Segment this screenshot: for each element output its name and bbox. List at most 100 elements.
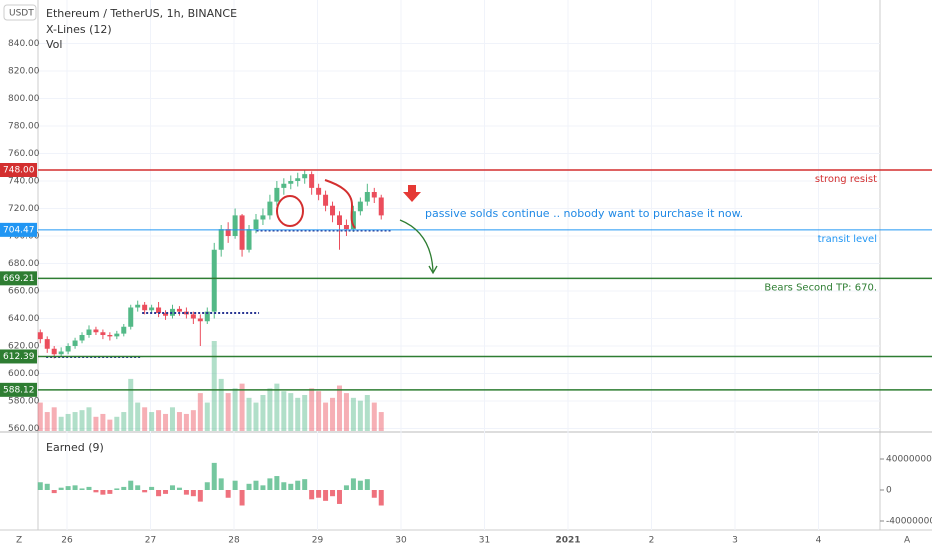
- volume-bar: [44, 412, 50, 431]
- price-tick-label: 660.00: [8, 287, 40, 297]
- earned-bar: [323, 490, 329, 501]
- grid: [38, 0, 884, 530]
- candle-body: [378, 197, 384, 216]
- candle-body: [364, 192, 370, 202]
- price-tick-label: 820.00: [8, 67, 40, 77]
- currency-box[interactable]: [3, 4, 37, 21]
- time-tick-label: 28: [228, 536, 240, 546]
- earned-bar: [281, 482, 287, 490]
- volume-bar: [121, 412, 127, 431]
- volume-bar: [336, 385, 342, 431]
- volume-bar: [72, 412, 78, 431]
- earned-bar: [65, 486, 71, 490]
- candle-body: [260, 215, 266, 220]
- candle-body: [107, 335, 113, 337]
- volume-bar: [288, 393, 294, 431]
- volume-bar: [364, 395, 370, 431]
- volume-bar: [79, 410, 85, 431]
- earned-bar: [86, 486, 92, 490]
- volume-label: Vol: [46, 38, 62, 51]
- earned-bar: [288, 483, 294, 490]
- level-tag: [0, 382, 37, 397]
- volume-bar: [378, 412, 384, 431]
- volume-bar: [58, 416, 64, 431]
- volume-bar: [211, 341, 217, 431]
- earned-bar: [246, 483, 252, 490]
- volume-bar: [343, 393, 349, 431]
- zoom-button[interactable]: Z: [16, 536, 22, 546]
- candle-body: [211, 249, 217, 312]
- candle-body: [156, 307, 162, 313]
- candle-body: [295, 178, 301, 181]
- price-tick-label: 640.00: [8, 314, 40, 324]
- level-tag: [0, 271, 37, 286]
- candle-body: [204, 311, 210, 322]
- volume-bar: [253, 402, 259, 431]
- candle-body: [190, 314, 196, 319]
- price-tick-label: 780.00: [8, 122, 40, 132]
- volume-bar: [302, 395, 308, 431]
- candle-body: [86, 329, 92, 335]
- candle-body: [218, 229, 224, 250]
- volume-bar: [357, 400, 363, 431]
- volume-bar: [107, 419, 113, 431]
- earned-bar: [309, 490, 315, 500]
- candle-body: [357, 201, 363, 212]
- candle-body: [100, 332, 106, 335]
- osc-tick-label: 0: [886, 486, 892, 496]
- earned-bar: [93, 490, 99, 493]
- green-arrow: [399, 219, 434, 273]
- candle-body: [267, 201, 273, 216]
- candle-body: [350, 211, 356, 230]
- earned-bar: [190, 490, 196, 497]
- green-arrowhead: [428, 265, 438, 275]
- earned-bar: [169, 485, 175, 490]
- volume-bar: [100, 413, 106, 431]
- earned-bar: [107, 490, 113, 494]
- level-tag: [0, 349, 37, 364]
- volume-bar: [309, 388, 315, 431]
- time-tick-label: 27: [145, 536, 156, 546]
- symbol-title: Ethereum / TetherUS, 1h, BINANCE: [46, 7, 237, 20]
- earned-bar: [114, 488, 120, 490]
- earned-bar: [350, 478, 356, 490]
- volume-bar: [316, 391, 322, 431]
- volume-bar: [260, 395, 266, 431]
- candle-body: [336, 215, 342, 225]
- volume-bar: [295, 397, 301, 431]
- earned-bar: [163, 490, 169, 494]
- candle-body: [302, 174, 308, 179]
- earned-bar: [336, 490, 342, 504]
- candle-body: [330, 205, 336, 216]
- marks: [37, 169, 932, 506]
- currency[interactable]: USDT: [9, 9, 34, 19]
- candle-body: [79, 335, 85, 341]
- osc-tick-label: -40000000: [886, 517, 932, 527]
- auto-button[interactable]: A: [904, 536, 911, 546]
- price-tick-label: 600.00: [8, 369, 40, 379]
- time-tick-label: 26: [61, 536, 73, 546]
- volume-bar: [149, 412, 155, 431]
- time-tick-label: 31: [479, 536, 490, 546]
- price-tick-label: 720.00: [8, 204, 40, 214]
- candle-body: [316, 187, 322, 195]
- candle-body: [343, 225, 349, 230]
- earned-bar: [330, 490, 336, 497]
- volume-bar: [218, 378, 224, 431]
- candle-body: [288, 181, 294, 184]
- volume-bar: [274, 383, 280, 431]
- candle-body: [371, 192, 377, 198]
- volume-bar: [246, 397, 252, 431]
- candle-body: [225, 229, 231, 236]
- volume-bar: [37, 402, 43, 431]
- earned-bar: [100, 490, 106, 495]
- volume-bar: [156, 410, 162, 431]
- volume-bar: [190, 410, 196, 431]
- candle-body: [128, 307, 134, 327]
- volume-bar: [204, 402, 210, 431]
- earned-bar: [135, 485, 141, 490]
- earned-bar: [316, 490, 322, 498]
- volume-bar: [51, 407, 57, 431]
- candle-body: [149, 307, 155, 311]
